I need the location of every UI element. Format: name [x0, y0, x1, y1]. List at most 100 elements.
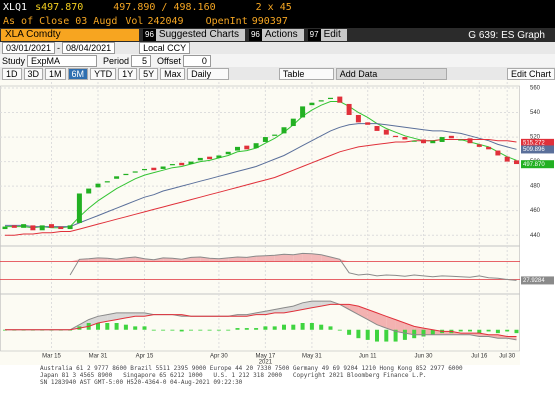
edit-chart[interactable]: Edit Chart [506, 67, 555, 80]
candle [514, 160, 519, 165]
candle [235, 146, 240, 151]
overbought-fill [256, 255, 266, 262]
candle [169, 164, 175, 166]
candle [281, 127, 287, 134]
toolbar-button[interactable]: 96 Suggested Charts [143, 29, 245, 41]
y-tick-label: 460 [530, 208, 541, 214]
study-row: Study ExpMA Period 5 Offset 0 [0, 54, 555, 67]
candle [76, 193, 82, 223]
plot-bg [0, 80, 520, 365]
candle [225, 151, 231, 155]
candle [58, 226, 64, 230]
x-tick-label: Jul 30 [499, 354, 516, 360]
macd-fill [377, 312, 387, 329]
histogram-bar [468, 329, 472, 332]
candle [365, 122, 371, 125]
macd-fill [395, 319, 405, 334]
histogram-bar [495, 329, 500, 334]
histogram-bar [151, 329, 156, 331]
period-button[interactable]: 5Y [139, 67, 159, 80]
x-tick-label: Jul 16 [471, 354, 488, 360]
candle [374, 126, 380, 131]
x-tick-label: May 31 [302, 354, 322, 360]
candle [216, 155, 222, 158]
macd-fill [442, 331, 452, 335]
period[interactable]: 5 [131, 54, 152, 67]
rsi-tag: 27.9284 [523, 278, 545, 284]
histogram-bar [244, 328, 249, 330]
candle [402, 137, 408, 140]
candle [151, 167, 157, 171]
histogram-bar [170, 329, 175, 331]
histogram-bar [198, 329, 203, 331]
toolbar-button[interactable]: 97 Edit [307, 29, 347, 41]
table-button[interactable]: Table [278, 67, 334, 80]
candle [486, 146, 492, 150]
histogram-bar [226, 329, 231, 331]
candle [188, 161, 194, 165]
start-date[interactable]: 03/01/2021 [2, 42, 56, 54]
add-data[interactable]: Add Data [335, 67, 447, 80]
footer: Australia 61 2 9777 8600 Brazil 5511 239… [40, 365, 463, 386]
histogram-bar [421, 329, 426, 337]
histogram-bar [430, 329, 435, 335]
period-button[interactable]: 1M [45, 67, 66, 80]
histogram-bar [328, 326, 333, 330]
macd-fill [293, 302, 303, 312]
vol: 242049 [147, 15, 184, 27]
y-tick-label: 540 [530, 110, 541, 116]
security[interactable]: XLA Comdty [1, 29, 139, 41]
overbought-fill [98, 257, 108, 262]
candle [49, 224, 54, 228]
macd-fill [414, 326, 424, 335]
currency[interactable]: Local CCY [139, 42, 191, 54]
offset[interactable]: 0 [182, 54, 211, 67]
period-button[interactable]: 1D [2, 67, 22, 80]
macd-fill [302, 301, 312, 310]
candle [104, 181, 110, 183]
period-button[interactable]: 3D [23, 67, 44, 80]
overbought-fill [330, 257, 340, 262]
candle [346, 103, 352, 115]
ema-line [5, 123, 517, 228]
overbought-fill [265, 255, 275, 262]
end-date[interactable]: 08/04/2021 [62, 42, 116, 54]
histogram-bar [105, 323, 110, 330]
candle [300, 106, 306, 118]
frequency[interactable]: Daily [187, 67, 229, 80]
overbought-fill [237, 257, 247, 262]
candle [21, 224, 27, 228]
period-button[interactable]: 1Y [118, 67, 138, 80]
price-tag: 515.272 [523, 140, 545, 146]
candle [439, 137, 445, 142]
histogram-bar [477, 329, 482, 334]
histogram-bar [161, 329, 166, 331]
histogram-bar [235, 328, 240, 330]
button-code: 96 [143, 29, 156, 41]
ticker: XLQ1 [3, 1, 28, 13]
period-button[interactable]: 6M [67, 67, 89, 80]
macd-fill [79, 319, 89, 329]
histogram-bar [133, 326, 138, 330]
macd-fill [125, 312, 136, 318]
toolbar-button[interactable]: 96 Actions [248, 29, 304, 41]
y-tick-label: 520 [530, 135, 541, 141]
candle [179, 162, 185, 166]
histogram-bar [356, 329, 361, 339]
oi: 990397 [251, 15, 288, 27]
candle [421, 139, 426, 144]
study-label: Study [2, 55, 26, 66]
histogram-bar [142, 326, 147, 330]
histogram-bar [272, 326, 277, 330]
period-row: 1D 3D 1M 6M YTD 1Y 5Y Max Daily Table Add Data Edit… [0, 67, 555, 80]
close-row: As of Close 03 Augd Vol 242049 OpenInt 9… [0, 14, 555, 28]
study-name[interactable]: ExpMA [27, 54, 98, 67]
histogram-bar [384, 329, 389, 342]
period-button[interactable]: YTD [90, 67, 117, 80]
candle [160, 166, 166, 169]
function: G 639: ES Graph [468, 29, 545, 41]
overbought-fill [311, 253, 322, 262]
period-button[interactable]: Max [160, 67, 186, 80]
quote-row: XLQ1 s497.870 497.890 / 498.160 2 x 45 [0, 0, 555, 14]
